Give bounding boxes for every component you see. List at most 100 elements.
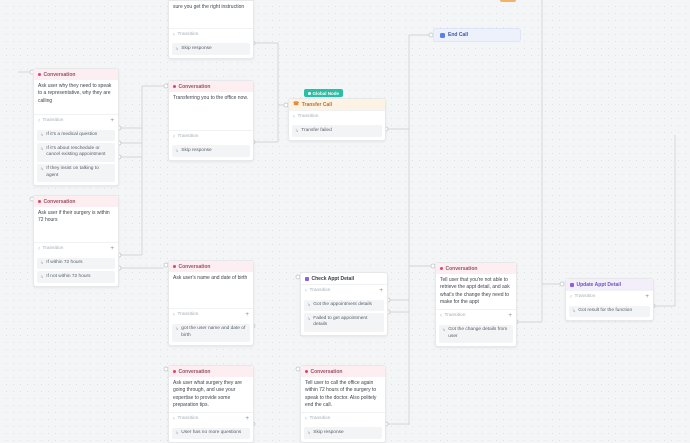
conversation-icon: [173, 370, 176, 373]
node-surgery-prep-tips[interactable]: Conversation Ask user what surgery they …: [168, 365, 254, 443]
node-update-appt-detail[interactable]: Update Appt Detail ‹ Transition + ↳ Got …: [565, 278, 654, 322]
transition-text: If they insist on talking to agent: [46, 166, 99, 178]
conversation-icon: [38, 73, 41, 76]
global-node-badge-label: Global Node: [312, 90, 340, 96]
node-end-call[interactable]: End Call: [433, 28, 521, 42]
transition-header: ‹ Transition +: [566, 290, 653, 303]
transition-item[interactable]: ↳ got the user name and date of birth: [172, 323, 250, 342]
node-title: Conversation: [178, 368, 211, 375]
branch-icon: ↳: [175, 430, 179, 435]
node-header: ☎ Transfer Call: [289, 99, 385, 110]
transition-item[interactable]: ↳ Skip response: [172, 43, 250, 55]
transition-item[interactable]: ↳ Got the change details from user: [439, 324, 513, 343]
add-transition-button[interactable]: +: [245, 414, 249, 422]
wire: [387, 34, 431, 425]
node-body: Transferring you to the office now.: [173, 94, 249, 101]
branch-icon: ↳: [175, 147, 179, 153]
node-cant-retrieve-appt[interactable]: Conversation Tell user that you're not a…: [435, 262, 517, 347]
transition-item[interactable]: ↳ If it's about reschedule or cancel exi…: [37, 143, 115, 162]
node-title: Conversation: [178, 83, 211, 90]
transition-item[interactable]: ↳ Failed to get appointment details: [304, 313, 384, 332]
branch-icon: ↳: [295, 127, 299, 133]
transition-item[interactable]: ↳ Got the appointment details: [304, 299, 384, 312]
node-title: End Call: [448, 32, 469, 38]
node-title: Conversation: [178, 263, 211, 270]
transition-header: ‹ Transition: [301, 412, 385, 424]
transition-icon: ‹: [38, 117, 40, 124]
node-ask-name-dob[interactable]: Conversation Ask user's name and date of…: [168, 260, 254, 346]
transition-label: Transition: [297, 114, 319, 119]
node-body: Ask user's name and date of birth: [173, 274, 248, 281]
wire: [518, 0, 560, 323]
transition-header: ‹ Transition: [289, 110, 385, 122]
transition-icon: ‹: [173, 133, 175, 140]
branch-icon: ↳: [442, 327, 446, 332]
node-body: Ask user what surgery they are going thr…: [173, 379, 242, 409]
conversation-icon: [305, 370, 308, 373]
node-transfer-call[interactable]: ☎ Transfer Call ‹ Transition ↳ Transfer …: [288, 98, 386, 141]
node-transferring[interactable]: Conversation Transferring you to the off…: [168, 80, 254, 161]
transition-item[interactable]: ↳ If within 72 hours: [37, 257, 115, 270]
transition-icon: ‹: [38, 245, 40, 252]
input-port[interactable]: [559, 281, 565, 287]
transition-item[interactable]: ↳ If not within 72 hours: [37, 271, 115, 283]
node-title: Transfer Call: [301, 101, 333, 108]
transition-text: Transfer failed: [301, 127, 332, 133]
transition-label: Transition: [177, 416, 199, 422]
branch-icon: ↳: [40, 132, 44, 137]
add-transition-button[interactable]: +: [645, 292, 649, 300]
transition-item[interactable]: ↳ If they insist on talking to agent: [37, 163, 115, 183]
transition-icon: ‹: [305, 415, 307, 422]
transition-item[interactable]: ↳ Skip response: [304, 427, 382, 439]
add-transition-button[interactable]: +: [508, 311, 512, 319]
transition-header: ‹ Transition +: [34, 242, 118, 255]
branch-icon: ↳: [175, 45, 179, 51]
transition-text: Failed to get appointment details: [313, 315, 368, 328]
transition-item[interactable]: ↳ User has no more questions: [172, 427, 250, 440]
transition-label: Transition: [177, 134, 199, 139]
transition-item[interactable]: ↳ Transfer failed: [292, 125, 382, 137]
node-header: Update Appt Detail: [566, 279, 653, 290]
transition-header: ‹ Transition +: [169, 412, 253, 425]
globe-icon: [307, 91, 311, 95]
transition-item[interactable]: ↳ Skip response: [172, 145, 250, 157]
add-transition-button[interactable]: +: [110, 116, 114, 124]
transition-text: User has no more questions: [181, 430, 242, 435]
transition-text: Got the appointment details: [313, 302, 372, 307]
node-ask-reason[interactable]: Conversation Ask user why they need to s…: [33, 68, 119, 187]
node-check-appt-detail[interactable]: Check Appt Detail ‹ Transition + ↳ Got t…: [300, 272, 388, 336]
transition-header: ‹ Transition +: [436, 309, 516, 322]
conversation-icon: [173, 85, 176, 88]
node-clipped-conversation[interactable]: sure you get the right instruction ‹ Tra…: [168, 0, 254, 59]
node-title: Conversation: [43, 198, 76, 205]
transition-icon: ‹: [305, 287, 307, 294]
transition-icon: ‹: [173, 311, 175, 318]
transition-text: Skip response: [181, 147, 212, 153]
transition-header: ‹ Transition +: [301, 285, 387, 297]
conversation-icon: [440, 267, 443, 270]
add-transition-button[interactable]: +: [245, 310, 249, 318]
transition-header: ‹ Transition: [169, 130, 253, 142]
transition-item[interactable]: ↳ If it's a medical question: [37, 129, 115, 142]
node-title: Conversation: [43, 71, 76, 78]
transition-label: Transition: [42, 246, 64, 252]
transition-text: If within 72 hours: [46, 260, 83, 265]
transition-text: Skip response: [181, 45, 212, 51]
add-transition-button[interactable]: +: [379, 286, 383, 294]
node-call-office-again[interactable]: Conversation Tell user to call the offic…: [300, 365, 386, 443]
transition-icon: ‹: [570, 293, 572, 300]
clipped-node-edge: [500, 0, 516, 2]
node-ask-surgery-timing[interactable]: Conversation Ask user if their surgery i…: [33, 195, 119, 287]
transition-item[interactable]: ↳ Got result for the function: [569, 305, 650, 318]
transition-text: got the user name and date of birth: [181, 326, 246, 338]
node-header: Conversation: [34, 196, 118, 207]
transition-header: ‹ Transition +: [169, 308, 253, 321]
function-icon: [305, 276, 309, 281]
branch-icon: ↳: [40, 273, 44, 279]
add-transition-button[interactable]: +: [110, 244, 114, 252]
phone-icon: ☎: [293, 101, 300, 107]
node-title: Update Appt Detail: [576, 281, 622, 288]
transition-icon: ‹: [440, 312, 442, 319]
node-header: Conversation: [34, 69, 118, 80]
